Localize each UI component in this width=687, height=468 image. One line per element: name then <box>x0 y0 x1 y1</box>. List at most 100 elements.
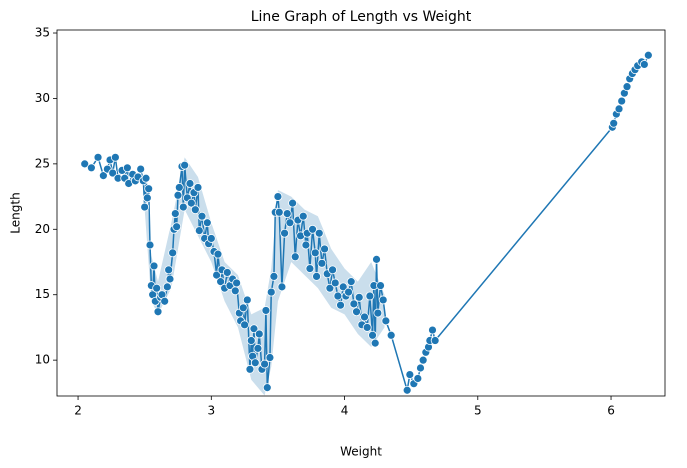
marker <box>320 244 329 254</box>
marker <box>212 270 222 280</box>
marker <box>180 160 190 170</box>
marker <box>145 240 155 250</box>
x-tick-label: 2 <box>74 404 82 418</box>
marker <box>328 265 337 275</box>
y-tick-label: 15 <box>35 287 50 301</box>
marker <box>317 258 327 268</box>
marker <box>110 152 120 162</box>
marker <box>141 173 151 183</box>
marker <box>617 96 627 106</box>
marker <box>301 240 311 250</box>
marker <box>232 278 242 288</box>
marker <box>206 234 216 243</box>
marker <box>285 218 295 228</box>
marker <box>362 323 372 332</box>
marker <box>376 281 385 290</box>
marker <box>269 271 279 281</box>
marker <box>260 359 269 369</box>
marker <box>242 295 252 305</box>
marker <box>280 228 289 238</box>
marker <box>238 303 248 313</box>
marker <box>305 264 315 273</box>
marker <box>162 282 172 292</box>
marker <box>386 330 396 340</box>
marker <box>149 261 159 271</box>
marker <box>365 291 375 301</box>
marker <box>222 268 232 277</box>
marker <box>378 295 388 305</box>
marker <box>246 336 256 345</box>
marker <box>314 228 324 238</box>
marker <box>250 358 260 368</box>
marker <box>325 283 335 293</box>
marker <box>173 190 183 200</box>
marker <box>373 308 383 318</box>
marker <box>312 271 321 281</box>
x-tick-label: 3 <box>207 404 215 418</box>
marker <box>282 209 292 218</box>
marker <box>349 299 359 309</box>
marker <box>273 192 283 201</box>
marker <box>160 296 170 306</box>
marker <box>330 278 340 288</box>
marker <box>639 60 649 69</box>
marker <box>245 364 255 374</box>
marker <box>352 307 361 317</box>
marker <box>253 343 263 353</box>
marker <box>140 202 150 212</box>
marker <box>153 307 163 317</box>
marker <box>381 316 391 326</box>
marker <box>240 320 250 330</box>
marker <box>213 249 223 259</box>
marker <box>405 370 415 379</box>
marker <box>165 274 175 284</box>
marker <box>418 355 428 365</box>
marker <box>336 300 345 310</box>
marker <box>274 207 284 217</box>
x-tick-label: 4 <box>341 404 349 418</box>
marker <box>308 224 317 234</box>
chart-title: Line Graph of Length vs Weight <box>251 9 472 25</box>
marker <box>370 338 380 348</box>
marker <box>372 254 381 264</box>
marker <box>402 385 412 395</box>
marker <box>262 383 272 393</box>
marker <box>428 325 437 335</box>
marker <box>266 287 276 297</box>
marker <box>172 222 182 232</box>
marker <box>230 286 240 296</box>
y-axis-label: Length <box>9 192 23 233</box>
marker <box>216 277 226 287</box>
marker <box>174 183 184 192</box>
marker <box>290 252 300 262</box>
marker <box>186 198 196 208</box>
marker <box>190 205 200 215</box>
x-tick-label: 5 <box>474 404 482 418</box>
marker <box>622 82 632 92</box>
marker <box>193 183 203 192</box>
marker <box>202 218 212 228</box>
marker <box>142 193 152 203</box>
marker <box>144 184 154 194</box>
marker <box>298 211 308 221</box>
marker <box>614 104 624 114</box>
y-tick-label: 35 <box>35 26 50 40</box>
marker <box>368 330 377 340</box>
plot-frame <box>56 29 666 397</box>
marker <box>261 306 271 315</box>
y-tick-label: 20 <box>35 222 50 236</box>
y-tick-label: 10 <box>35 353 50 367</box>
marker <box>80 159 90 169</box>
y-tick-label: 30 <box>35 91 50 105</box>
marker <box>164 265 174 275</box>
marker <box>170 209 180 218</box>
marker <box>288 198 297 208</box>
marker <box>86 163 96 173</box>
marker <box>416 363 425 373</box>
x-axis-label: Weight <box>340 445 382 459</box>
marker <box>98 171 108 181</box>
marker <box>643 50 653 60</box>
marker <box>344 287 353 297</box>
marker <box>249 324 259 334</box>
marker <box>609 118 619 128</box>
